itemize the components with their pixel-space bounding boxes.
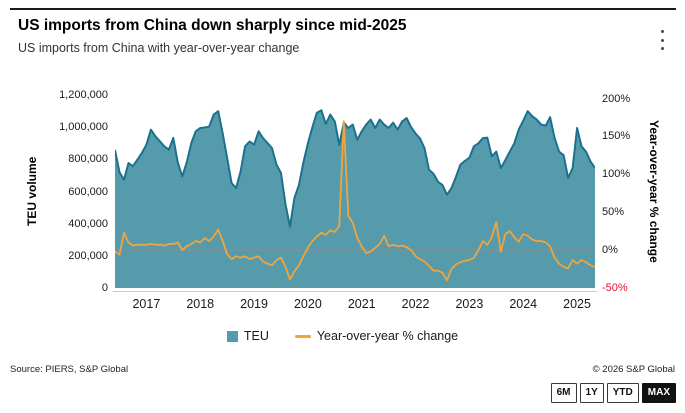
legend-item-yoy[interactable]: Year-over-year % change [294,329,459,343]
teu-area-top-line [114,109,596,228]
left-axis-tick: 800,000 [68,153,108,166]
source-note: Source: PIERS, S&P Global [10,364,129,375]
x-axis-tick-2025: 2025 [563,297,591,311]
x-axis-tick-2018: 2018 [186,297,215,311]
legend-item-teu[interactable]: TEU [226,329,269,343]
chart-plot-area[interactable] [114,95,596,288]
x-axis-tick-2021: 2021 [347,297,376,311]
right-axis-tick: 50% [602,206,625,219]
right-axis-tick: -50% [602,282,628,294]
x-axis-tick-2017: 2017 [132,297,161,311]
teu-swatch-icon [226,330,238,342]
left-axis-tick: 0 [101,282,108,294]
right-axis-title: Year-over-year % change [647,120,661,263]
range-button-6m[interactable]: 6M [550,383,577,403]
x-axis-tick-2024: 2024 [509,297,538,311]
left-axis-tick: 600,000 [68,185,108,198]
left-axis-tick: 1,200,000 [59,89,108,101]
range-button-ytd[interactable]: YTD [606,383,639,403]
range-button-1y[interactable]: 1Y [579,383,604,403]
kebab-menu-icon[interactable] [655,30,669,50]
yoy-line-swatch-icon [294,334,311,338]
range-button-max[interactable]: MAX [641,383,676,403]
legend-label: TEU [243,329,269,343]
legend-label: Year-over-year % change [316,329,459,343]
left-axis-tick: 200,000 [68,249,108,262]
x-axis-line [113,291,597,292]
teu-area-and-yoy-line-chart[interactable] [114,95,596,288]
x-axis-tick-2020: 2020 [293,297,322,311]
x-axis-tick-2022: 2022 [401,297,430,311]
range-selector: 6M 1Y YTD MAX [550,383,676,403]
copyright-note: © 2026 S&P Global [592,364,675,375]
right-axis-tick: 0% [602,244,618,257]
chart-subtitle: US imports from China with year-over-yea… [18,41,300,55]
left-axis-tick: 400,000 [68,217,108,230]
legend: TEU Year-over-year % change [0,329,685,343]
right-axis-tick: 100% [602,168,631,181]
x-axis-tick-2019: 2019 [240,297,268,311]
right-axis-tick: 150% [602,130,631,143]
x-axis-tick-2023: 2023 [455,297,484,311]
teu-area [115,110,595,288]
page-title: US imports from China down sharply since… [18,17,407,34]
left-axis-tick: 1,000,000 [59,121,108,134]
yoy-line [114,120,596,282]
top-divider [10,8,676,10]
right-axis-tick: 200% [602,92,631,105]
